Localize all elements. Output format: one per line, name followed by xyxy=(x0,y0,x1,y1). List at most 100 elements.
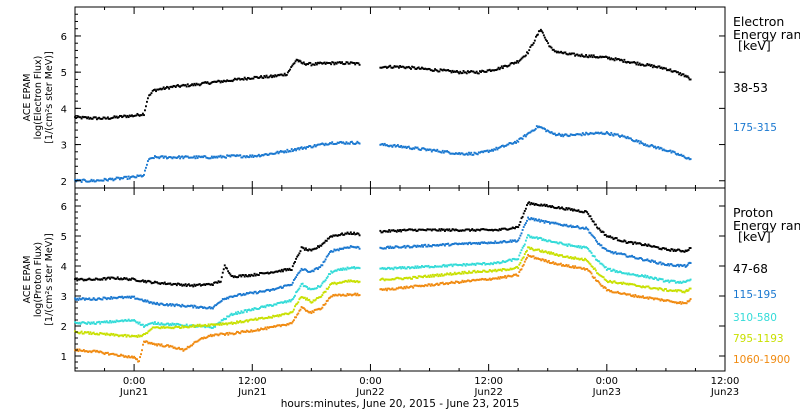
data-point xyxy=(410,266,412,269)
data-point xyxy=(399,229,401,231)
data-point xyxy=(456,152,458,155)
data-point xyxy=(601,230,604,233)
data-point xyxy=(646,285,649,288)
data-point xyxy=(643,144,646,147)
data-point xyxy=(317,143,319,146)
data-point xyxy=(334,269,337,272)
data-point xyxy=(499,261,502,264)
data-point xyxy=(559,241,562,244)
data-point xyxy=(101,298,104,301)
data-point xyxy=(680,302,683,305)
data-point xyxy=(450,273,453,276)
data-point xyxy=(452,243,455,246)
data-point xyxy=(439,68,442,71)
data-point xyxy=(655,246,658,248)
data-point xyxy=(307,270,310,273)
data-point xyxy=(224,318,226,321)
data-point xyxy=(434,68,437,71)
data-point xyxy=(321,264,324,267)
data-point xyxy=(666,289,669,292)
data-point xyxy=(162,325,165,328)
data-point xyxy=(661,149,664,152)
data-point xyxy=(111,297,114,300)
data-point xyxy=(501,240,504,243)
data-point xyxy=(83,350,86,353)
data-point xyxy=(336,248,339,251)
data-point xyxy=(459,153,462,156)
data-point xyxy=(534,202,537,205)
data-point xyxy=(657,146,660,148)
data-point xyxy=(77,278,80,281)
data-point xyxy=(422,265,424,268)
data-point xyxy=(464,280,467,283)
data-point xyxy=(582,55,585,58)
legend-unit: [keV] xyxy=(738,229,771,244)
data-point xyxy=(201,284,203,287)
data-point xyxy=(562,135,565,138)
data-point xyxy=(519,234,522,237)
data-point xyxy=(185,347,188,350)
data-point xyxy=(543,36,546,39)
data-point xyxy=(194,324,197,327)
data-point xyxy=(156,323,159,325)
data-point xyxy=(689,278,692,281)
data-point xyxy=(556,254,559,257)
data-point xyxy=(385,278,388,281)
data-point xyxy=(391,287,394,290)
data-point xyxy=(298,271,301,274)
data-point xyxy=(116,296,119,299)
data-point xyxy=(269,74,272,77)
data-point xyxy=(446,150,449,152)
data-point xyxy=(89,350,92,353)
data-point xyxy=(340,294,342,297)
data-point xyxy=(210,335,213,338)
data-point xyxy=(665,288,667,290)
data-point xyxy=(535,248,538,251)
data-point xyxy=(645,276,648,279)
data-point xyxy=(178,346,180,349)
data-point xyxy=(187,85,190,88)
data-point xyxy=(341,232,344,235)
legend-entry: 310-580 xyxy=(733,312,777,324)
data-point xyxy=(420,228,423,231)
data-point xyxy=(551,241,554,243)
data-point xyxy=(214,304,217,307)
data-point xyxy=(629,294,632,297)
data-point xyxy=(98,297,101,300)
data-point xyxy=(227,322,230,325)
data-point xyxy=(259,290,261,293)
data-point xyxy=(549,262,551,264)
data-point xyxy=(91,279,94,281)
data-point xyxy=(380,267,383,270)
data-point xyxy=(274,314,277,317)
data-point xyxy=(144,341,147,344)
data-point xyxy=(545,251,548,254)
data-point xyxy=(610,289,613,292)
data-point xyxy=(380,66,383,69)
data-point xyxy=(473,242,476,244)
data-point xyxy=(611,269,614,272)
data-point xyxy=(585,226,588,229)
data-point xyxy=(508,240,511,243)
data-point xyxy=(406,229,409,231)
data-point xyxy=(480,278,482,281)
data-point xyxy=(522,55,525,58)
series-proton-47-68 xyxy=(74,201,692,288)
data-point xyxy=(554,262,557,265)
data-point xyxy=(146,299,149,302)
data-point xyxy=(109,277,112,280)
data-point xyxy=(543,239,546,242)
data-point xyxy=(550,240,553,243)
data-point xyxy=(579,133,582,136)
data-point xyxy=(522,212,525,215)
data-point xyxy=(515,61,517,64)
data-point xyxy=(620,135,623,137)
data-point xyxy=(580,210,583,213)
data-point xyxy=(685,289,688,291)
data-point xyxy=(381,231,384,234)
data-point xyxy=(403,146,406,149)
data-point xyxy=(143,333,145,336)
data-point xyxy=(647,276,650,279)
data-point xyxy=(577,133,580,136)
data-point xyxy=(434,283,437,286)
